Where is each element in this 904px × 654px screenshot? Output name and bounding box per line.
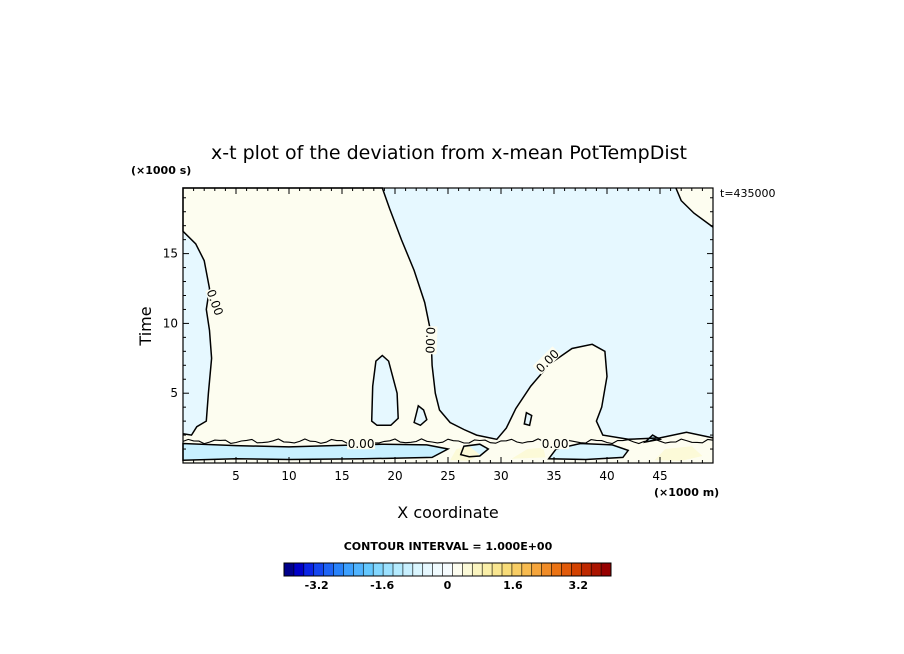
- negative-patch: [183, 443, 448, 461]
- positive-region: [183, 188, 713, 463]
- contour-label: 0.00: [423, 327, 438, 354]
- contour-label: 0.00: [542, 437, 569, 451]
- x-tick-label: 45: [652, 469, 667, 483]
- zero-contour: [459, 443, 490, 458]
- colorbar-swatch: [333, 563, 344, 576]
- positive-regions: [183, 188, 713, 463]
- colorbar-swatch: [393, 563, 404, 576]
- colorbar-swatch: [511, 563, 523, 576]
- zero-contour: [182, 187, 714, 441]
- colorbar-swatch: [482, 563, 493, 576]
- y-tick-label: 10: [163, 316, 178, 330]
- colorbar-swatch: [373, 563, 384, 576]
- colorbar-swatch: [571, 563, 582, 576]
- positive-region: [675, 188, 713, 228]
- chart-title: x-t plot of the deviation from x-mean Po…: [211, 142, 687, 164]
- colorbar-swatch: [353, 563, 364, 576]
- colorbar-swatch: [591, 563, 602, 576]
- contour-label-bg: [424, 326, 438, 355]
- x-axis-label: X coordinate: [397, 503, 498, 522]
- y-axis-label: Time: [136, 306, 155, 346]
- colorbar-swatch: [284, 563, 295, 576]
- x-axis-ticks: 5 10 15 20 25 30 35 40 45: [193, 188, 703, 483]
- colorbar-tick-label: -3.2: [305, 579, 329, 592]
- colorbar-swatch: [472, 563, 483, 576]
- zero-contour: [413, 404, 428, 427]
- colorbar-swatch: [601, 563, 612, 576]
- colorbar-swatch: [402, 563, 414, 576]
- colorbar-swatch: [452, 563, 463, 576]
- zero-contour: [523, 411, 533, 427]
- contour-interval-label: CONTOUR INTERVAL = 1.000E+00: [344, 540, 553, 553]
- x-tick-label: 35: [546, 469, 561, 483]
- colorbar: [283, 562, 612, 577]
- colorbar-swatch: [432, 563, 443, 576]
- x-tick-label: 30: [493, 469, 508, 483]
- colorbar-swatch: [531, 563, 542, 576]
- positive-patch: [511, 447, 546, 459]
- zero-contour: [675, 187, 714, 228]
- colorbar-frame: [283, 562, 612, 577]
- y-tick-label: 15: [163, 247, 178, 261]
- colorbar-swatch: [343, 563, 354, 576]
- contour-label-bg: [532, 346, 562, 375]
- x-tick-label: 15: [334, 469, 349, 483]
- time-annotation: t=435000: [720, 187, 776, 200]
- colorbar-swatch: [303, 563, 315, 576]
- colorbar-swatch: [462, 563, 473, 576]
- colorbar-tick-label: 1.6: [503, 579, 523, 592]
- colorbar-tick-label: 3.2: [569, 579, 589, 592]
- y-tick-label: 5: [170, 386, 178, 400]
- surface-contour: [182, 438, 714, 445]
- contour-label-bg: [541, 437, 570, 450]
- colorbar-swatch: [293, 563, 305, 576]
- colorbar-swatch: [561, 563, 572, 576]
- colorbar-swatch: [442, 563, 453, 576]
- x-tick-label: 20: [387, 469, 402, 483]
- colorbar-swatch: [313, 563, 324, 576]
- colorbar-tick-label: 0: [444, 579, 452, 592]
- zero-contour: [642, 434, 663, 444]
- colorbar-swatch: [502, 563, 513, 576]
- colorbar-tick-label: -1.6: [370, 579, 394, 592]
- colorbar-swatch: [521, 563, 533, 576]
- colorbar-swatch: [323, 563, 334, 576]
- contour-label-bg: [347, 437, 376, 450]
- zero-contour: [370, 354, 399, 427]
- contour-label: 0.00: [348, 437, 375, 451]
- colorbar-labels: -3.2 -1.6 0 1.6 3.2: [305, 579, 588, 592]
- positive-patch: [654, 446, 703, 461]
- x-tick-label: 5: [232, 469, 240, 483]
- colorbar-swatch: [422, 563, 433, 576]
- y-axis-unit: (×1000 s): [131, 164, 191, 177]
- colorbar-swatch: [581, 563, 592, 576]
- colorbar-swatch: [551, 563, 562, 576]
- x-axis-unit: (×1000 m): [654, 486, 719, 499]
- colorbar-swatch: [363, 563, 374, 576]
- y-axis-ticks: 5 10 15: [163, 197, 713, 450]
- x-tick-label: 25: [440, 469, 455, 483]
- colorbar-swatch: [541, 563, 552, 576]
- colorbar-swatch: [383, 563, 394, 576]
- plot-area: 0.000.000.000.00 0.00 5 10 15 20 25 30 35 40 45 5…: [163, 187, 714, 483]
- x-tick-label: 10: [281, 469, 296, 483]
- contour-label-bg: [205, 286, 227, 318]
- x-tick-label: 40: [599, 469, 614, 483]
- colorbar-swatch: [492, 563, 503, 576]
- colorbar-swatch: [412, 563, 424, 576]
